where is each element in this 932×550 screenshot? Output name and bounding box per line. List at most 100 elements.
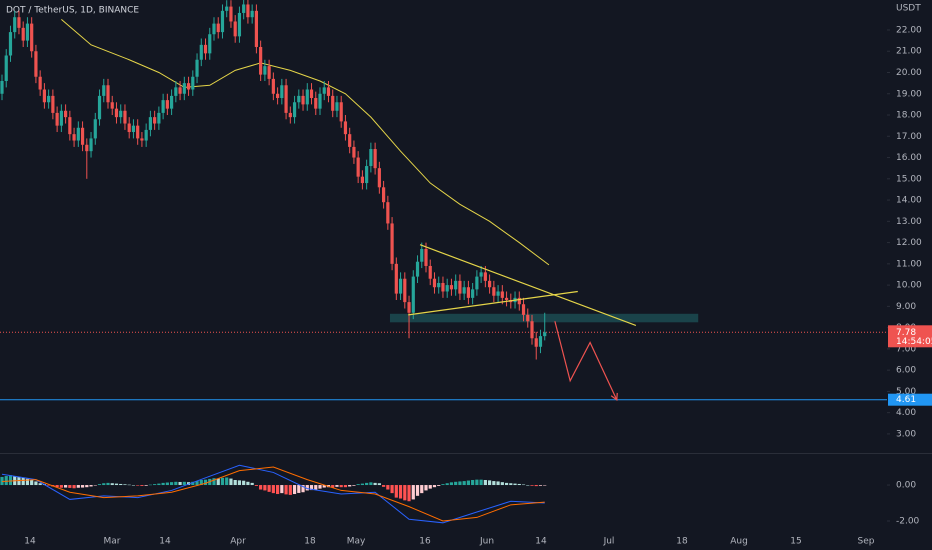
macd-histogram-bar (131, 485, 136, 486)
macd-histogram-bar (195, 481, 199, 486)
macd-histogram-bar (30, 479, 34, 486)
macd-histogram-bar (271, 485, 275, 494)
macd-histogram-bar (242, 480, 246, 486)
y-tick-label: 14.00 (896, 196, 922, 206)
candle-body (526, 314, 530, 322)
macd-histogram-bar (284, 485, 288, 495)
macd-histogram-bar (68, 485, 72, 488)
candle-body (229, 6, 233, 22)
y-tick-label: 5.00 (896, 387, 916, 397)
candle-body (38, 76, 42, 90)
candle-body (462, 287, 466, 294)
macd-histogram-bar (229, 478, 233, 486)
macd-histogram-bar (267, 485, 271, 492)
macd-histogram-bar (254, 485, 258, 486)
macd-histogram-bar (538, 485, 543, 486)
candle-body (424, 248, 428, 266)
candle-body (102, 85, 106, 96)
candle-body (161, 100, 165, 113)
macd-histogram-bar (314, 485, 318, 490)
macd-histogram-bar (322, 485, 326, 488)
candle-body (394, 263, 398, 294)
candle-body (437, 282, 441, 288)
candle-body (8, 32, 13, 56)
candle-body (479, 272, 483, 277)
candle-body (292, 102, 297, 118)
candle-body (195, 59, 199, 77)
candle-body (72, 134, 76, 141)
candle-body (496, 291, 500, 296)
candle-body (466, 287, 470, 298)
macd-histogram-bar (220, 477, 225, 486)
macd-histogram-bar (127, 484, 131, 486)
candle-body (288, 112, 292, 118)
candle-body (34, 51, 38, 77)
candle-body (335, 102, 339, 111)
candle-body (17, 17, 21, 28)
candle-body (4, 55, 8, 82)
x-tick-label: Apr (230, 537, 246, 547)
macd-histogram-bar (119, 483, 123, 486)
candle-body (318, 93, 322, 109)
y-tick-label: 20.00 (896, 68, 922, 78)
macd-histogram-bar (462, 481, 466, 486)
macd-histogram-bar (186, 482, 191, 486)
candle-body (386, 202, 390, 224)
triangle-lower (408, 290, 578, 316)
macd-histogram-bar (106, 482, 110, 486)
candle-body (254, 10, 258, 47)
candle-body (157, 112, 161, 124)
macd-line (1, 464, 545, 524)
candle-body (530, 321, 534, 339)
candle-body (500, 291, 504, 298)
macd-histogram-bar (530, 485, 534, 486)
macd-histogram-bar (76, 485, 80, 488)
macd-histogram-bar (237, 480, 242, 486)
candle-body (263, 66, 267, 75)
candle-body (93, 119, 97, 139)
macd-histogram-bar (25, 478, 30, 486)
target-price-box (888, 393, 932, 406)
macd-histogram-bar (263, 485, 267, 491)
macd-histogram-bar (449, 482, 454, 486)
y-tick-label: 13.00 (896, 217, 922, 227)
macd-histogram-bar (382, 485, 386, 487)
y-tick-label: 15.00 (896, 174, 922, 184)
macd-histogram-bar (59, 485, 63, 488)
macd-histogram-bar (471, 480, 475, 486)
candle-body (21, 27, 25, 41)
x-tick-label: Jul (603, 537, 615, 547)
candle-body (170, 95, 174, 109)
candle-body (51, 95, 55, 113)
macd-histogram-bar (377, 483, 381, 486)
candle-body (136, 125, 140, 139)
candle-body (356, 157, 360, 177)
candle-body (377, 168, 381, 188)
macd-histogram-bar (335, 485, 339, 487)
candle-body (314, 98, 318, 109)
candle-body (68, 117, 72, 135)
candle-body (153, 117, 157, 124)
candle-body (127, 123, 131, 133)
candle-body (216, 23, 220, 33)
macd-y-tick-label: -2.00 (896, 517, 920, 527)
macd-histogram-bar (534, 485, 538, 487)
macd-histogram-bar (398, 485, 403, 499)
macd-histogram-bar (441, 484, 445, 486)
macd-histogram-bar (93, 485, 97, 486)
macd-histogram-bar (356, 484, 360, 486)
candle-body (521, 304, 526, 315)
macd-histogram-bar (454, 481, 458, 486)
candle-body (237, 12, 242, 37)
candle-body (85, 144, 89, 152)
y-tick-label: 16.00 (896, 153, 922, 163)
candle-body (445, 285, 449, 292)
candle-body (348, 134, 352, 147)
macd-histogram-bar (428, 485, 432, 489)
macd-histogram-bar (97, 484, 102, 486)
macd-histogram-bar (390, 485, 394, 494)
candle-body (199, 44, 203, 60)
candle-body (517, 297, 521, 305)
macd-histogram-bar (80, 485, 85, 488)
